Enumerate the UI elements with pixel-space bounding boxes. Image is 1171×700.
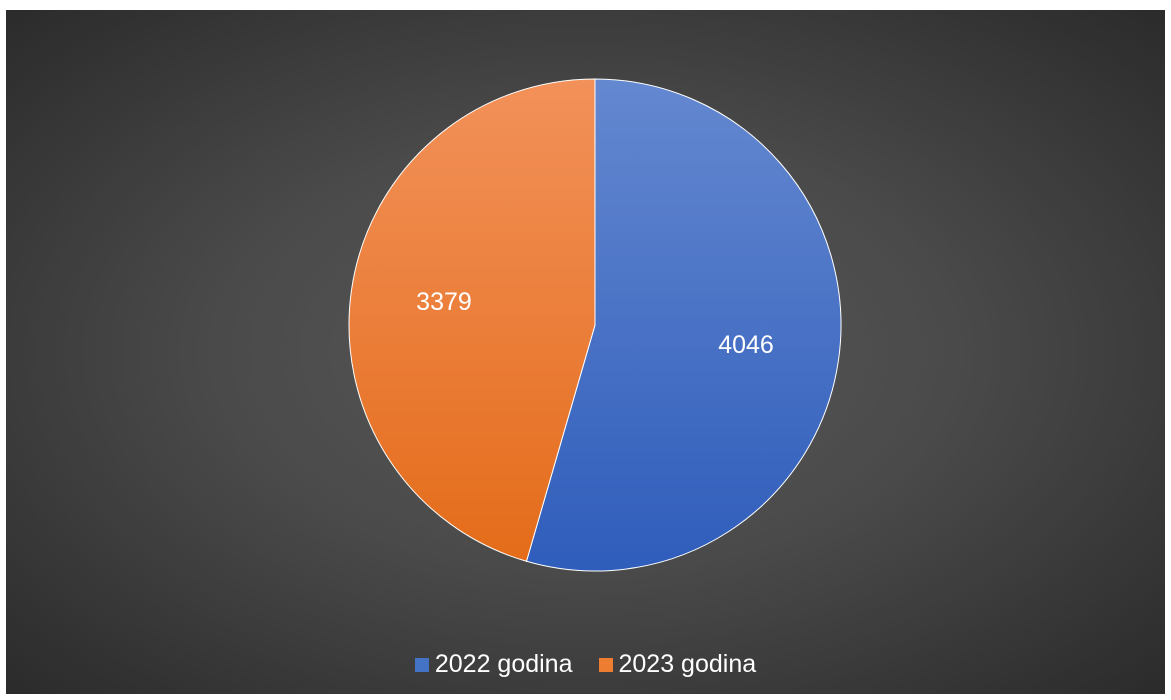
legend-swatch-2023: [598, 657, 613, 672]
legend-item-2022: 2022 godina: [414, 650, 573, 679]
legend-item-2023: 2023 godina: [598, 650, 757, 679]
slice-2023: [348, 78, 596, 562]
data-label-2023: 3379: [416, 288, 472, 316]
data-label-2022: 4046: [718, 331, 774, 359]
legend-swatch-2022: [414, 657, 429, 672]
legend-label-2022: 2022 godina: [434, 650, 573, 678]
legend: 2022 godina 2023 godina: [6, 650, 1165, 679]
chart-area: 4046 3379 2022 godina 2023 godina: [6, 10, 1165, 694]
legend-label-2023: 2023 godina: [618, 650, 757, 678]
slice-2022: [525, 78, 842, 572]
pie-chart: 4046 3379: [348, 78, 842, 572]
